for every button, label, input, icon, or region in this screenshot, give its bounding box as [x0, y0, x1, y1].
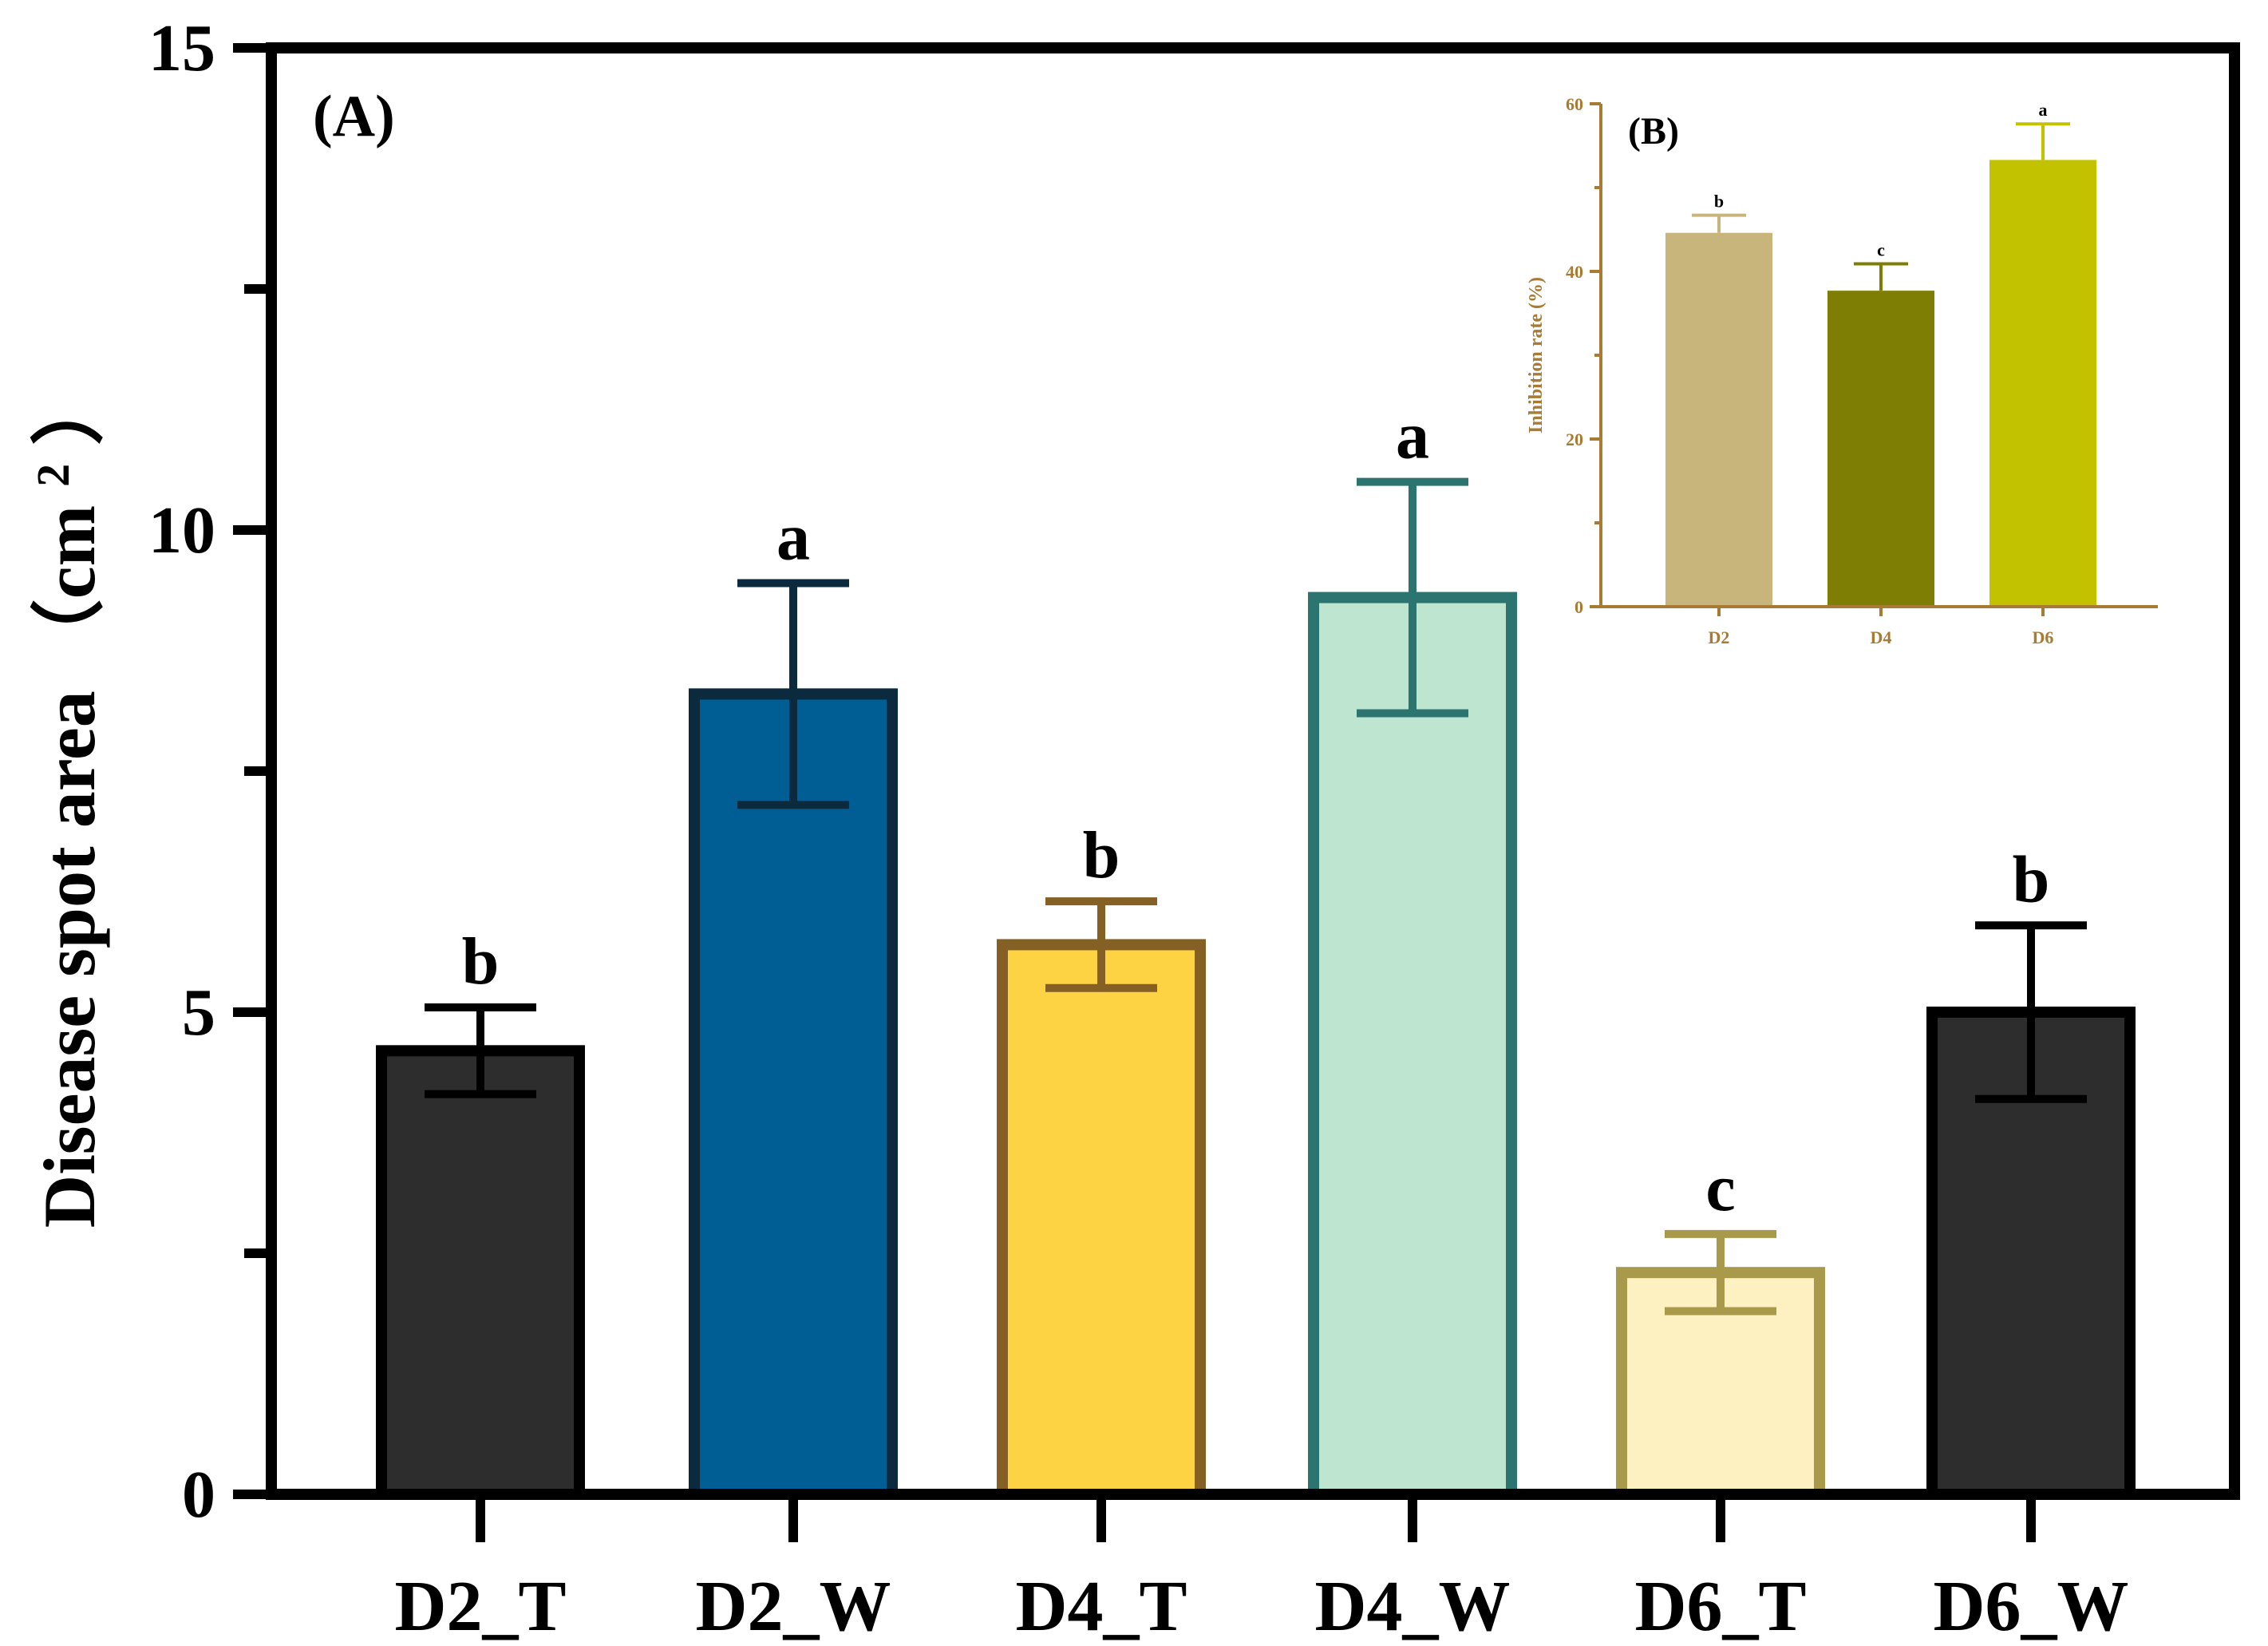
inset-y-ticks-group: 0 20 40 60: [1566, 94, 1601, 617]
main-x-tick-label: D4_W: [1315, 1567, 1511, 1646]
main-significance-d6_w: b: [2013, 842, 2050, 916]
main-significance-d4_w: a: [1396, 399, 1429, 473]
main-y-axis-label: Disease spot area （cm 2 ）: [27, 372, 111, 1228]
inset-y-tick-label: 40: [1566, 262, 1583, 282]
main-x-tick-label: D4_T: [1015, 1567, 1187, 1646]
inset-x-ticks-group: D2 D4 D6: [1709, 607, 2054, 647]
inset-bar-d4: [1827, 291, 1934, 607]
main-significance-d2_t: b: [462, 924, 500, 999]
main-y-axis-label-unit-close: ）: [29, 372, 110, 445]
main-significance-d6_t: c: [1705, 1151, 1735, 1225]
main-significance-group: b a b a c b: [462, 399, 2050, 1225]
inset-y-tick-label: 0: [1575, 597, 1583, 617]
main-chart: b a b a c b 0 5 10 15 D2_T D2_W D4_T D4_W D6_T D6_W (…: [27, 11, 2240, 1646]
main-y-axis-label-unit-sup: 2: [27, 464, 79, 487]
inset-significance-group: b c a: [1714, 100, 2048, 259]
main-bar-d2_t: [376, 1045, 585, 1500]
inset-y-axis-label-group: Inhibition rate (%): [1526, 277, 1547, 433]
main-y-tick-label: 15: [148, 11, 215, 85]
inset-error-bars-group: [1692, 122, 2070, 291]
main-bar-d2_w: [689, 688, 898, 1500]
main-x-tick-label: D6_W: [1934, 1567, 2129, 1646]
inset-y-tick-label: 20: [1566, 429, 1583, 449]
main-x-tick-label: D2_T: [394, 1567, 566, 1646]
inset-chart: b c a 0 20 40 60 D2 D4 D6 (B) Inhibition rate (…: [1526, 94, 2158, 647]
main-y-ticks-group: 0 5 10 15: [148, 11, 271, 1532]
main-significance-d4_t: b: [1083, 818, 1120, 892]
inset-significance-d4: c: [1877, 240, 1885, 260]
main-y-axis-label-group: Disease spot area （cm 2 ）: [27, 372, 111, 1228]
main-bar-d4_w: [1308, 592, 1517, 1500]
main-x-ticks-group: D2_T D2_W D4_T D4_W D6_T D6_W: [394, 1494, 2129, 1646]
main-x-tick-label: D6_T: [1634, 1567, 1806, 1646]
inset-y-tick-label: 60: [1566, 94, 1583, 114]
main-bars-group: [376, 592, 2136, 1501]
main-y-tick-label: 10: [148, 493, 215, 568]
main-error-bars-group: [425, 477, 2087, 1316]
main-y-axis-label-unit-open: （cm: [29, 505, 110, 672]
inset-x-tick-label: D2: [1709, 627, 1730, 647]
main-y-axis-label-main: Disease spot area: [29, 690, 110, 1228]
inset-x-tick-label: D4: [1871, 627, 1892, 647]
inset-y-axis-label: Inhibition rate (%): [1526, 277, 1547, 433]
main-y-tick-label: 5: [182, 975, 215, 1050]
inset-significance-d2: b: [1714, 192, 1724, 212]
main-panel-label: (A): [313, 84, 395, 149]
inset-significance-d6: a: [2039, 100, 2048, 120]
inset-bar-d6: [1989, 160, 2096, 607]
inset-bar-d2: [1665, 232, 1772, 607]
main-significance-d2_w: a: [776, 500, 810, 574]
inset-bars-group: [1665, 160, 2096, 607]
inset-x-tick-label: D6: [2033, 627, 2054, 647]
main-bar-d4_t: [997, 939, 1206, 1500]
main-y-tick-label: 0: [182, 1458, 215, 1532]
inset-panel-label: (B): [1628, 110, 1679, 152]
main-x-tick-label: D2_W: [696, 1567, 891, 1646]
